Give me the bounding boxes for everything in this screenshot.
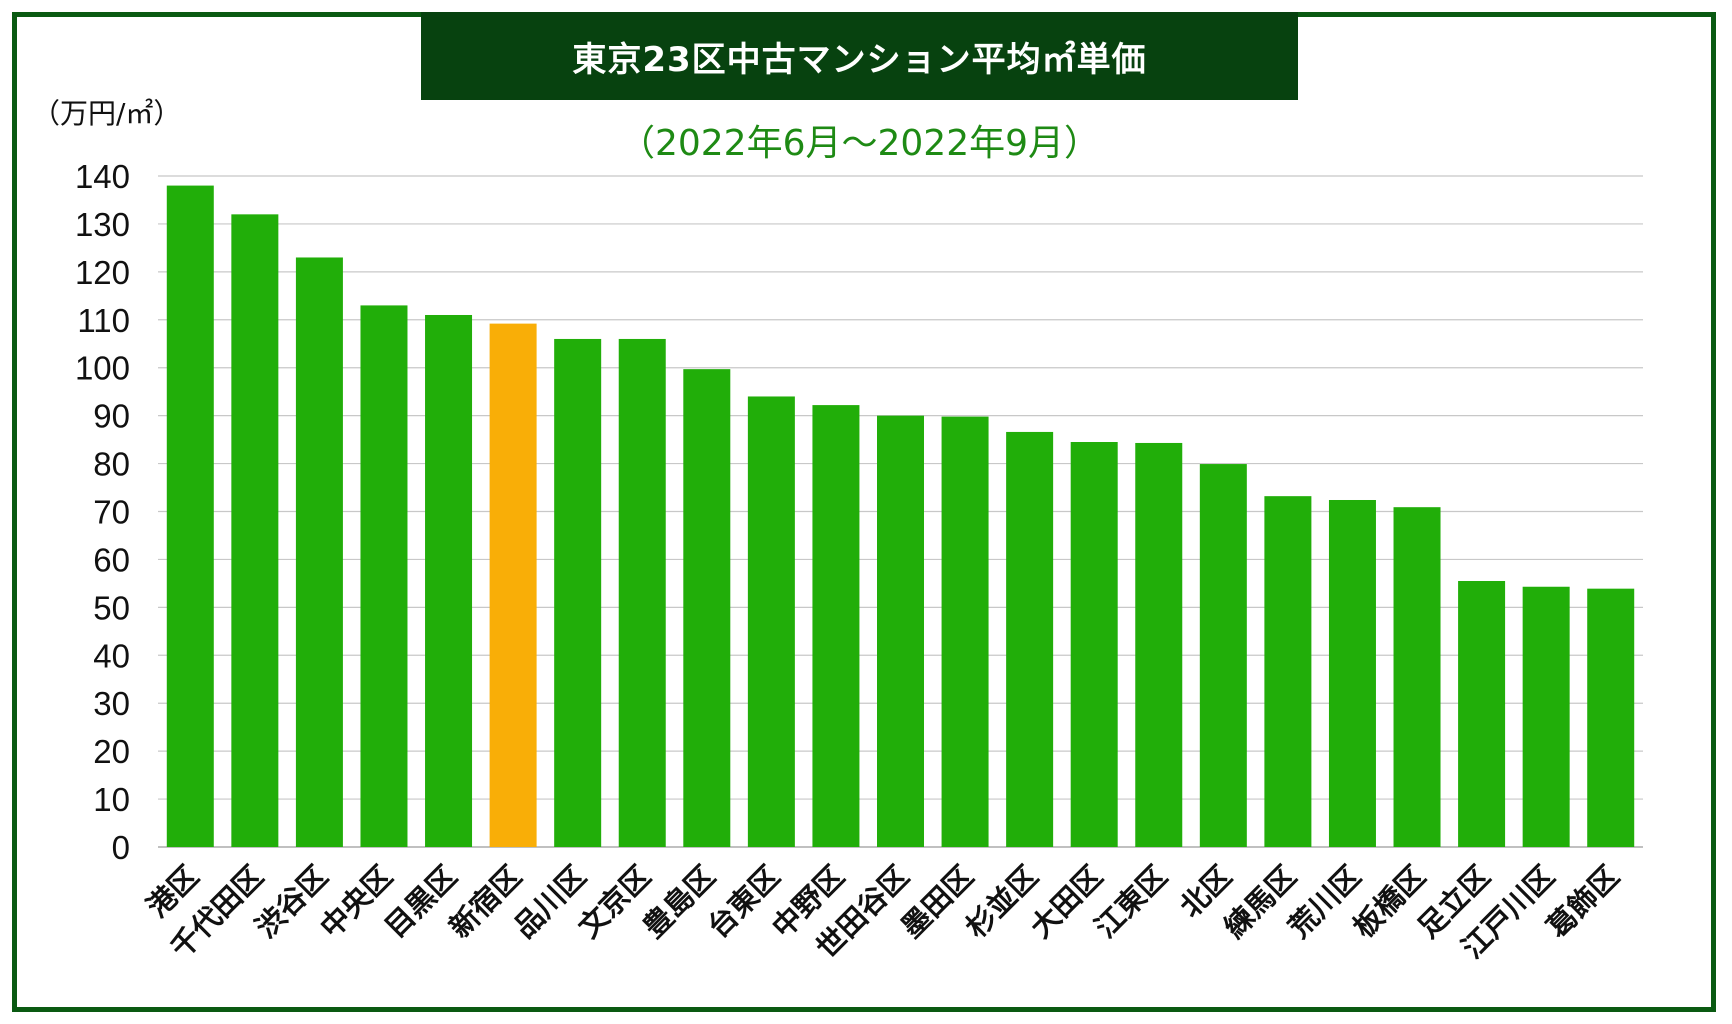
bar [166,185,214,848]
y-tick-label: 20 [93,733,130,770]
bar [360,305,408,848]
bar [1328,499,1376,847]
y-axis-ticks: 0 10 20 30 40 50 60 70 80 90 100 110 120 130 140 [75,158,130,866]
bar [618,338,666,847]
y-tick-label: 40 [93,637,130,674]
x-tick-label: 豊島区 [636,859,722,945]
y-tick-label: 70 [93,494,130,531]
bars [166,185,1635,848]
bar [554,338,602,847]
bar [295,257,343,847]
y-tick-label: 80 [93,446,130,483]
y-tick-label: 90 [93,398,130,435]
y-tick-label: 140 [75,158,130,195]
x-tick-label: 墨田区 [894,859,980,945]
y-tick-label: 130 [75,206,130,243]
x-tick-label: 新宿区 [442,859,528,945]
x-tick-label: 荒川区 [1282,859,1368,945]
bar [1264,496,1312,847]
chart-subtitle: （2022年6月〜2022年9月） [618,123,1101,164]
y-tick-label: 0 [112,829,130,866]
bar [812,405,860,847]
bar [1587,588,1635,847]
y-tick-label: 10 [93,781,130,818]
bar [1070,442,1118,847]
x-tick-label: 品川区 [507,859,593,945]
x-tick-label: 文京区 [572,859,658,945]
x-tick-label: 渋谷区 [249,859,335,945]
bar [1393,507,1441,847]
bar [231,214,279,848]
x-tick-label: 台東区 [701,859,787,945]
bar [489,323,537,847]
bar [1135,442,1183,847]
bar [683,369,731,847]
x-tick-label: 板橋区 [1346,859,1432,945]
y-tick-label: 100 [75,350,130,387]
y-tick-label: 50 [93,589,130,626]
bar [1199,464,1247,847]
y-axis-unit-label: （万円/㎡） [32,97,182,130]
x-tick-label: 練馬区 [1217,859,1303,945]
bar [1006,431,1054,847]
x-tick-label: 江東区 [1088,859,1174,945]
x-tick-label: 大田区 [1024,859,1110,945]
y-tick-label: 110 [77,302,130,339]
chart-title: 東京23区中古マンション平均㎡単価 [421,12,1298,100]
x-tick-label: 杉並区 [959,859,1045,945]
bar [1458,580,1506,847]
y-tick-label: 120 [75,254,130,291]
bar [1522,586,1570,847]
y-tick-label: 60 [93,541,130,578]
x-tick-label: 葛飾区 [1540,859,1626,945]
bar [941,416,989,847]
bar [425,314,473,847]
bar [747,396,795,847]
bar [877,415,924,847]
y-tick-label: 30 [93,685,130,722]
x-axis-labels: 港区千代田区渋谷区中央区目黒区新宿区品川区文京区豊島区台東区中野区世田谷区墨田区… [140,859,1625,965]
x-tick-label: 目黒区 [378,859,464,945]
x-tick-label: 中央区 [313,859,399,945]
